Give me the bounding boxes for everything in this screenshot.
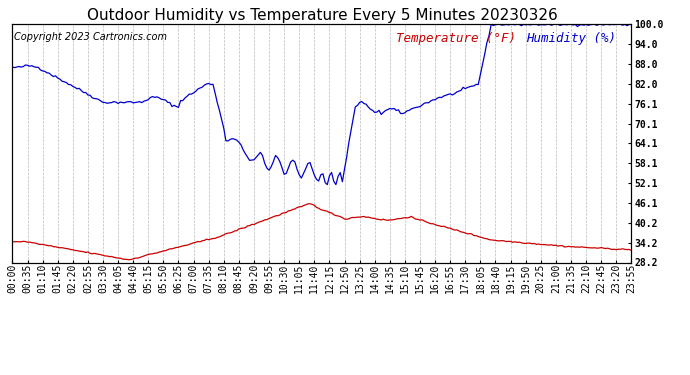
Title: Outdoor Humidity vs Temperature Every 5 Minutes 20230326: Outdoor Humidity vs Temperature Every 5 … — [86, 8, 558, 23]
Text: Temperature (°F): Temperature (°F) — [396, 32, 516, 45]
Text: Copyright 2023 Cartronics.com: Copyright 2023 Cartronics.com — [14, 32, 167, 42]
Text: Humidity (%): Humidity (%) — [526, 32, 616, 45]
